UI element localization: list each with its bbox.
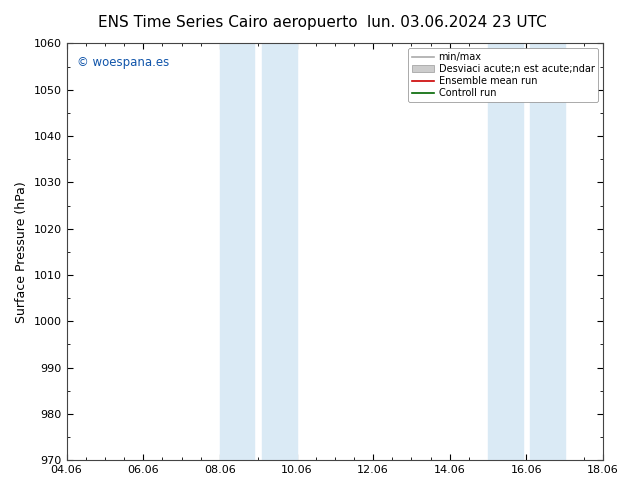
Text: ENS Time Series Cairo aeropuerto: ENS Time Series Cairo aeropuerto: [98, 15, 358, 30]
Text: © woespana.es: © woespana.es: [77, 56, 169, 69]
Bar: [488, 44, 522, 460]
Bar: [262, 44, 297, 460]
Text: lun. 03.06.2024 23 UTC: lun. 03.06.2024 23 UTC: [366, 15, 547, 30]
Bar: [530, 44, 565, 460]
Legend: min/max, Desviaci acute;n est acute;ndar, Ensemble mean run, Controll run: min/max, Desviaci acute;n est acute;ndar…: [408, 49, 598, 102]
Y-axis label: Surface Pressure (hPa): Surface Pressure (hPa): [15, 181, 28, 323]
Bar: [220, 44, 254, 460]
